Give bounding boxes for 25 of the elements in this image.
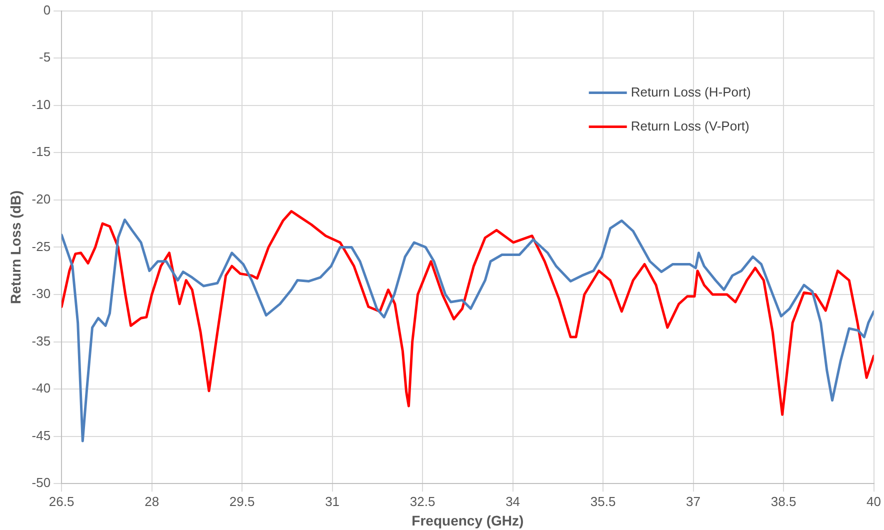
y-axis-title: Return Loss (dB) [7,190,24,304]
legend-label: Return Loss (H-Port) [630,84,751,100]
x-tick-label: 29.5 [229,494,255,509]
y-tick-label: -15 [32,144,51,160]
x-tick-label: 34 [506,494,520,509]
x-tick-label: 40 [866,494,882,509]
x-tick-label: 31 [325,494,340,509]
x-tick-label: 32.5 [410,494,436,509]
y-tick-label: -30 [32,286,51,302]
x-tick-label: 35.5 [590,494,616,509]
y-tick-label: 0 [43,2,51,18]
y-tick-label: -25 [32,238,51,254]
legend-label: Return Loss (V-Port) [630,118,750,134]
y-tick-label: -50 [32,475,51,490]
x-tick-label: 38.5 [770,494,796,509]
y-tick-label: -40 [32,380,51,396]
y-tick-label: -45 [32,428,51,443]
x-axis-title: Frequency (GHz) [412,512,524,528]
x-tick-label: 28 [144,494,160,509]
x-tick-label: 26.5 [48,494,74,509]
x-tick-label: 37 [686,494,701,509]
y-tick-label: -35 [32,333,51,348]
y-tick-label: -5 [39,50,51,65]
y-tick-label: -10 [32,96,51,112]
y-tick-label: -20 [32,192,51,206]
